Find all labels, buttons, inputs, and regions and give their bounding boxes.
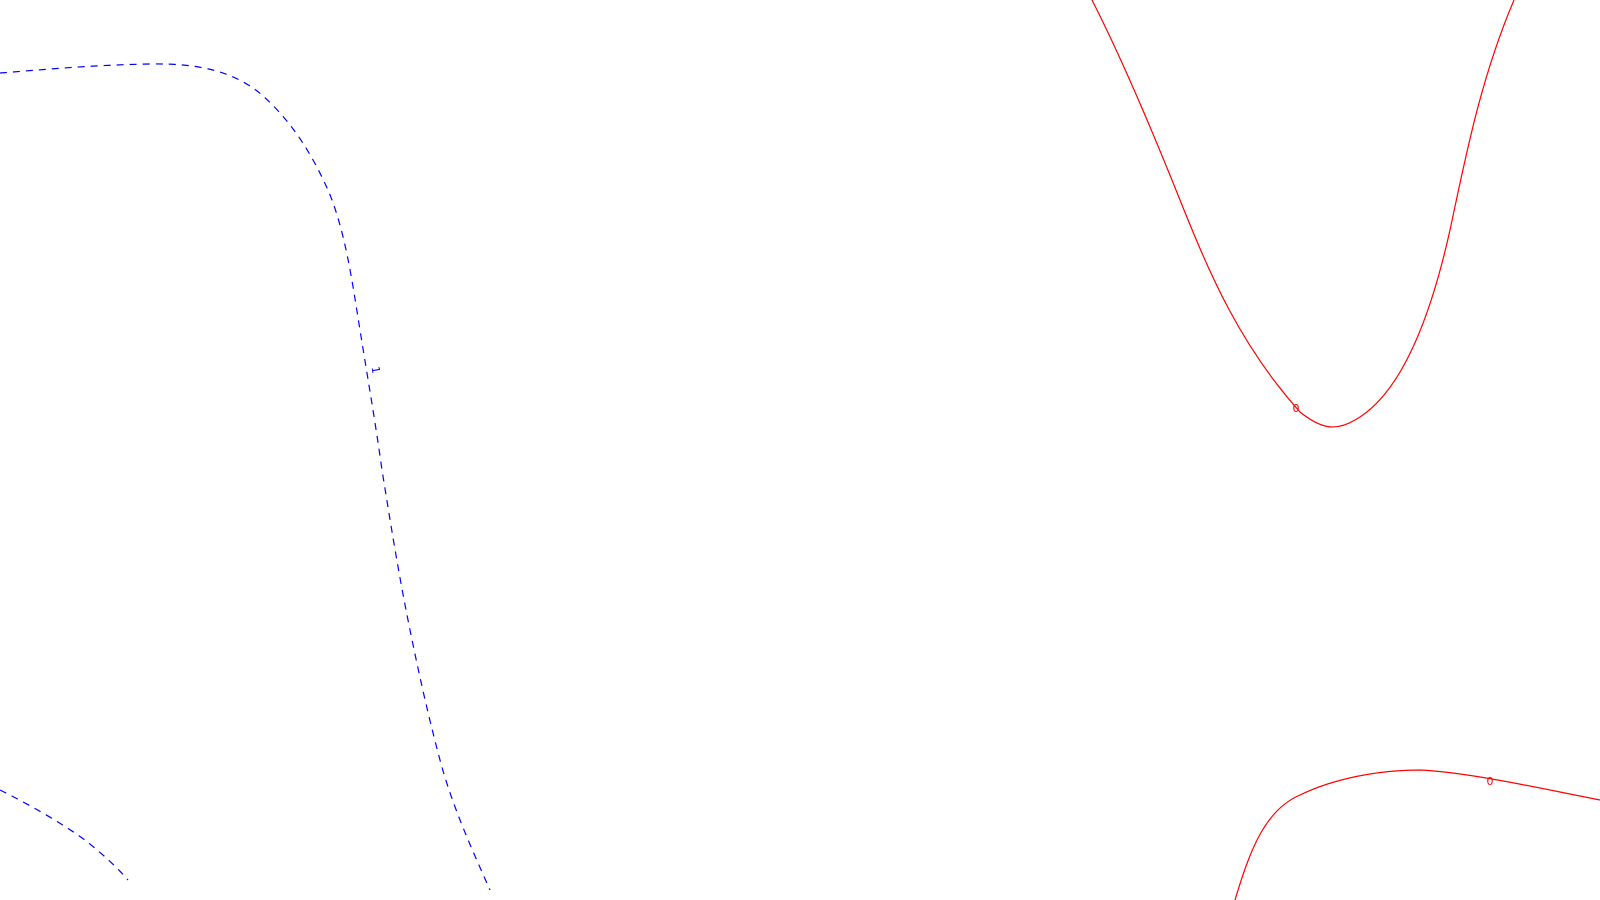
contour-label-red-lower: 0 [1487,775,1494,788]
contour-label-red-upper: 0 [1293,402,1300,415]
contour-label-blue: 1 [368,365,382,374]
contour-line-red-upper [1091,0,1515,428]
contour-line-red-lower [1234,769,1600,900]
contour-line-blue-main [0,63,491,891]
contour-line-blue-corner [0,789,129,881]
